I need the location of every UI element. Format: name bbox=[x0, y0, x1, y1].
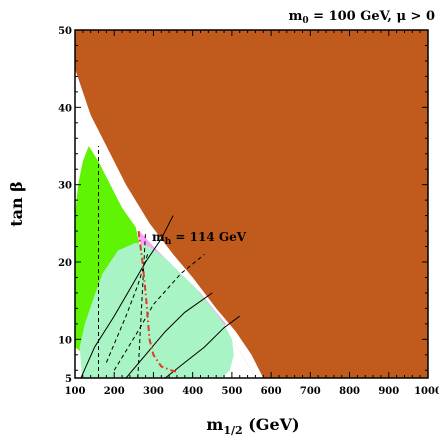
y-tick-label: 5 bbox=[65, 374, 72, 385]
y-tick-label: 10 bbox=[58, 335, 72, 346]
contour-solid-black-5 bbox=[125, 292, 213, 378]
region-brown bbox=[75, 30, 428, 378]
plot-frame bbox=[74, 29, 429, 379]
x-tick-label: 900 bbox=[378, 386, 399, 397]
contour-dashdot-red-7 bbox=[137, 230, 178, 373]
contour-solid-black-4 bbox=[80, 215, 174, 378]
x-tick-label: 600 bbox=[261, 386, 282, 397]
x-tick-label: 500 bbox=[221, 386, 242, 397]
y-tick-label: 40 bbox=[58, 103, 72, 114]
x-axis-label: m1/2 (GeV) bbox=[206, 415, 299, 437]
y-axis-label: tan β bbox=[7, 181, 26, 227]
curves-layer bbox=[80, 146, 240, 378]
contour-solid-black-6 bbox=[164, 315, 240, 378]
ticks-layer: 100 200 300 400 500 600 700 800 900 1000510203040… bbox=[58, 26, 439, 397]
higgs-mass-annotation: mh = 114 GeV bbox=[152, 230, 247, 247]
x-tick-label: 200 bbox=[104, 386, 125, 397]
chart-title: m0 = 100 GeV, μ > 0 bbox=[289, 9, 435, 26]
region-white-band bbox=[75, 68, 264, 378]
x-tick-label: 300 bbox=[143, 386, 164, 397]
contour-dashed-black-3 bbox=[113, 253, 205, 371]
region-green bbox=[75, 146, 140, 355]
y-tick-label: 50 bbox=[58, 26, 72, 37]
x-tick-label: 400 bbox=[182, 386, 203, 397]
contour-dashed-black-1 bbox=[137, 231, 147, 378]
x-tick-label: 1000 bbox=[414, 386, 439, 397]
x-tick-label: 700 bbox=[300, 386, 321, 397]
x-tick-label: 800 bbox=[339, 386, 360, 397]
regions-layer bbox=[75, 30, 428, 378]
region-turquoise bbox=[79, 242, 234, 378]
y-tick-label: 30 bbox=[58, 181, 72, 192]
y-tick-label: 20 bbox=[58, 258, 72, 269]
contour-dashed-black-2 bbox=[105, 254, 149, 363]
x-tick-label: 100 bbox=[65, 386, 86, 397]
